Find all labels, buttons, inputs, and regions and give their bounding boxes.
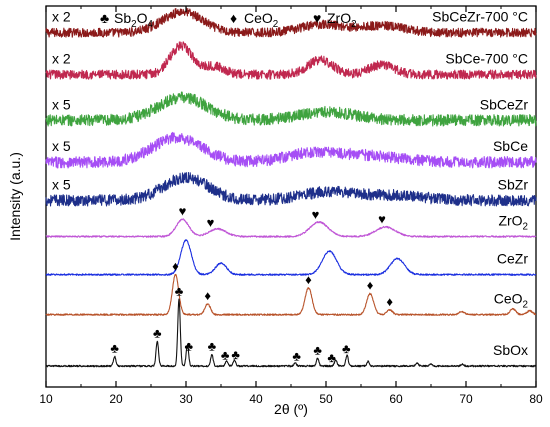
series-labels-group: SbCeZr-700 °C x 2 SbCe-700 °C x 2 SbCeZr x 5 S… bbox=[52, 9, 528, 358]
peak-markers-group: ♥♥♥ ♥♦♦♦ ♦♦♣♣♣♣ ♣♣ ♣ ♣ ♣♣♣ bbox=[110, 203, 393, 365]
y-axis-label: Intensity (a.u.) bbox=[7, 152, 23, 241]
peak-marker-sbox-0: ♣ bbox=[110, 341, 119, 356]
peak-marker-zro2-2: ♥ bbox=[312, 207, 320, 222]
series-label-sbce: SbCe bbox=[493, 138, 528, 154]
multiplier-label-sbcezr-700-c: x 2 bbox=[52, 9, 71, 25]
legend-symbol-0: ♣ bbox=[100, 10, 109, 26]
series-line-zro2 bbox=[45, 218, 537, 238]
peak-marker-sbox-4: ♣ bbox=[208, 339, 217, 354]
peak-marker-ceo2-0: ♦ bbox=[172, 259, 179, 274]
legend: ♣ Sb2O4 ♦ CeO2 ♥ ZrO2 bbox=[100, 10, 357, 30]
peak-marker-sbox-3: ♣ bbox=[185, 339, 194, 354]
x-tick-label-50: 50 bbox=[319, 392, 333, 406]
peak-marker-sbox-8: ♣ bbox=[313, 342, 322, 357]
legend-label-0: Sb2O4 bbox=[114, 10, 153, 30]
peak-marker-sbox-1: ♣ bbox=[153, 325, 162, 340]
x-axis-label: 2θ (º) bbox=[274, 401, 308, 417]
peak-marker-sbox-7: ♣ bbox=[292, 348, 301, 363]
x-tick-label-40: 40 bbox=[249, 392, 263, 406]
peak-marker-sbox-5: ♣ bbox=[221, 348, 230, 363]
x-tick-label-70: 70 bbox=[459, 392, 473, 406]
peak-marker-ceo2-2: ♦ bbox=[305, 272, 312, 287]
peak-marker-zro2-3: ♥ bbox=[378, 212, 386, 227]
series-label-sbox: SbOx bbox=[493, 342, 528, 358]
series-label-cezr: CeZr bbox=[497, 251, 528, 267]
multiplier-label-sbce: x 5 bbox=[52, 138, 71, 154]
series-line-ceo2 bbox=[45, 273, 537, 316]
multiplier-label-sbce-700-c: x 2 bbox=[52, 51, 71, 67]
series-label-sbzr: SbZr bbox=[498, 176, 529, 192]
legend-symbol-1: ♦ bbox=[230, 10, 237, 26]
legend-label-2: ZrO2 bbox=[327, 10, 357, 30]
series-line-sbzr bbox=[45, 171, 537, 207]
multiplier-label-sbcezr: x 5 bbox=[52, 96, 71, 112]
series-line-sbox bbox=[45, 298, 537, 368]
legend-symbol-2: ♥ bbox=[313, 10, 321, 26]
axes-group: 10 20 30 40 50 60 70 80 2θ (º) Intensity (a.u.) bbox=[7, 6, 543, 417]
x-tick-label-60: 60 bbox=[389, 392, 403, 406]
legend-label-1: CeO2 bbox=[244, 10, 278, 30]
peak-marker-sbox-10: ♣ bbox=[342, 341, 351, 356]
series-label-sbce-700-c: SbCe-700 °C bbox=[445, 51, 528, 67]
x-tick-label-20: 20 bbox=[109, 392, 123, 406]
peak-marker-sbox-9: ♣ bbox=[327, 350, 336, 365]
series-group bbox=[45, 7, 537, 368]
x-tick-label-10: 10 bbox=[39, 392, 53, 406]
x-tick-label-30: 30 bbox=[179, 392, 193, 406]
series-label-ceo2: CeO2 bbox=[494, 291, 528, 311]
peak-marker-ceo2-4: ♦ bbox=[386, 294, 393, 309]
multiplier-label-sbzr: x 5 bbox=[52, 176, 71, 192]
series-line-sbcezr-700-c bbox=[45, 7, 537, 38]
series-line-cezr bbox=[45, 239, 537, 276]
series-line-sbce bbox=[45, 131, 537, 169]
peak-marker-ceo2-3: ♦ bbox=[367, 278, 374, 293]
series-label-sbcezr: SbCeZr bbox=[480, 96, 529, 112]
series-line-sbcezr bbox=[45, 91, 537, 127]
peak-marker-sbox-6: ♣ bbox=[231, 347, 240, 362]
peak-marker-ceo2-1: ♦ bbox=[204, 288, 211, 303]
series-label-zro2: ZrO2 bbox=[498, 213, 528, 233]
series-label-sbcezr-700-c: SbCeZr-700 °C bbox=[432, 9, 528, 25]
x-tick-label-80: 80 bbox=[529, 392, 543, 406]
peak-marker-zro2-1: ♥ bbox=[207, 215, 215, 230]
peak-marker-zro2-0: ♥ bbox=[179, 203, 187, 218]
series-line-sbce-700-c bbox=[45, 41, 537, 80]
peak-marker-sbox-2: ♣ bbox=[175, 283, 184, 298]
